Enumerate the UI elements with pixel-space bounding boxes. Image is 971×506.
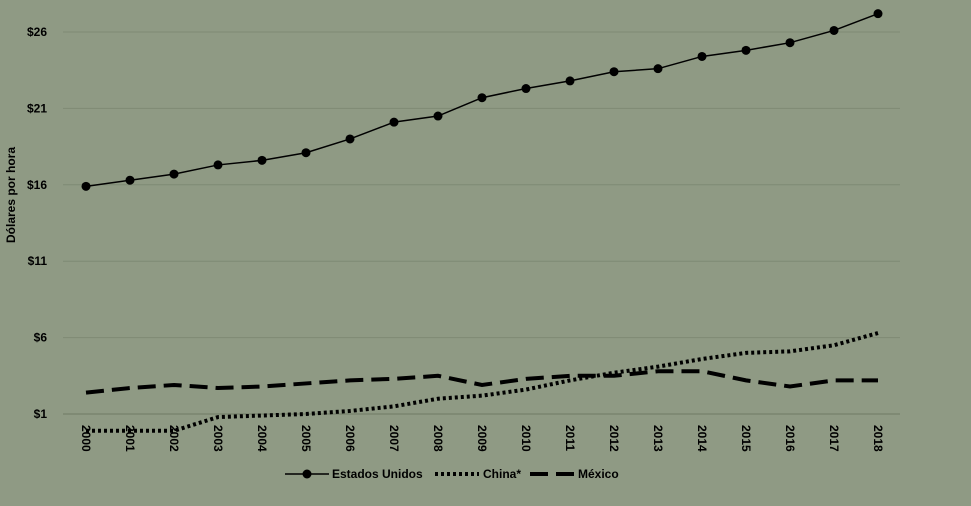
x-tick-label: 2003 <box>211 425 225 452</box>
data-point <box>565 76 575 86</box>
legend-label: Estados Unidos <box>332 467 423 481</box>
legend: Estados Unidos China* México <box>285 467 619 481</box>
data-point <box>169 169 179 179</box>
x-tick-label: 2004 <box>255 425 269 452</box>
y-tick-label: $21 <box>27 101 47 115</box>
x-axis-ticks: 2000 2001 2002 2003 2004 2005 2006 2007 2008 2009… <box>79 425 885 452</box>
x-tick-label: 2012 <box>607 425 621 452</box>
gridlines <box>63 31 900 339</box>
y-tick-label: $11 <box>28 254 48 268</box>
data-point <box>873 9 883 19</box>
data-point <box>697 51 707 61</box>
legend-label: China* <box>483 467 521 481</box>
x-tick-label: 2009 <box>475 425 489 452</box>
data-point <box>829 25 839 35</box>
x-tick-label: 2010 <box>519 425 533 452</box>
data-point <box>213 160 223 170</box>
data-point <box>433 111 443 121</box>
data-point <box>81 181 91 191</box>
x-tick-label: 2018 <box>871 425 885 452</box>
x-tick-label: 2014 <box>695 425 709 452</box>
data-point <box>125 175 135 185</box>
x-tick-label: 2008 <box>431 425 445 452</box>
data-point <box>785 38 795 48</box>
data-point <box>477 93 487 103</box>
x-tick-label: 2016 <box>783 425 797 452</box>
y-tick-label: $26 <box>27 25 47 39</box>
x-tick-label: 2007 <box>387 425 401 452</box>
series-line-2 <box>85 369 878 395</box>
y-tick-label: $1 <box>34 407 48 421</box>
data-point <box>257 155 267 165</box>
x-tick-label: 2015 <box>739 425 753 452</box>
data-point <box>653 64 663 74</box>
x-tick-label: 2001 <box>123 425 137 452</box>
data-point <box>389 117 399 127</box>
data-point <box>345 134 355 144</box>
x-tick-label: 2017 <box>827 425 841 452</box>
data-point <box>741 45 751 55</box>
data-point <box>301 148 311 158</box>
legend-marker <box>302 469 312 479</box>
y-tick-label: $16 <box>27 178 47 192</box>
x-tick-label: 2005 <box>299 425 313 452</box>
x-tick-label: 2002 <box>167 425 181 452</box>
x-tick-label: 2013 <box>651 425 665 452</box>
x-tick-label: 2000 <box>79 425 93 452</box>
series-lines <box>81 9 883 433</box>
legend-label: México <box>578 467 619 481</box>
x-tick-label: 2006 <box>343 425 357 452</box>
y-tick-label: $6 <box>34 331 48 345</box>
y-axis-ticks: $1 $6 $11 $16 $21 $26 <box>27 25 47 421</box>
data-point <box>521 84 531 94</box>
series-line-1 <box>86 331 879 433</box>
data-point <box>609 67 619 77</box>
x-tick-label: 2011 <box>563 425 577 451</box>
y-axis-title: Dólares por hora <box>4 147 18 243</box>
